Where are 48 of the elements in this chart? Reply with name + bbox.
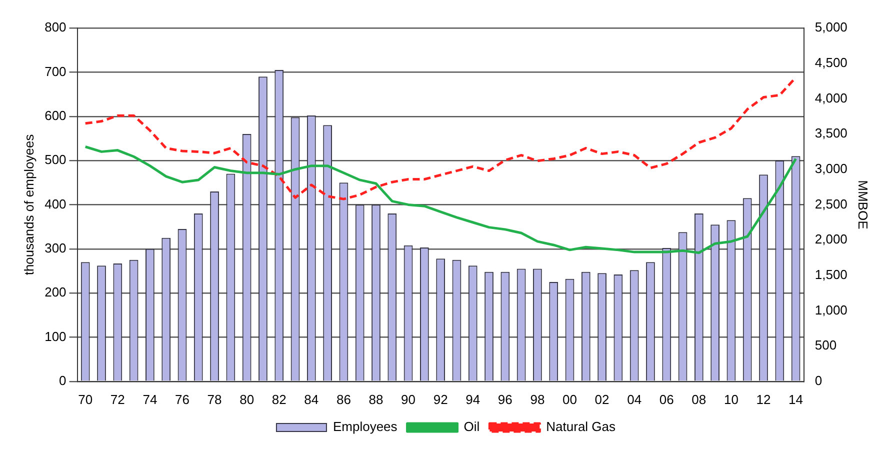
legend-label: Employees	[332, 419, 398, 434]
y2-tick-label: 1,000	[814, 302, 848, 318]
y2-tick-label: 2,500	[814, 196, 848, 212]
x-tick-label: 74	[142, 392, 158, 407]
y-tick-label: 400	[44, 196, 66, 212]
y-tick-label: 500	[44, 152, 66, 168]
x-tick-label: 96	[498, 392, 512, 407]
y-tick-label: 700	[44, 64, 66, 79]
y2-tick-label: 3,000	[814, 160, 848, 176]
y-tick-label: 0	[59, 372, 66, 388]
y2-tick-label: 500	[814, 338, 837, 353]
x-tick-label: 94	[466, 392, 480, 407]
x-tick-label: 72	[110, 392, 125, 407]
x-tick-label: 84	[304, 392, 319, 407]
x-tick-label: 08	[692, 392, 706, 407]
y-tick-label: 100	[44, 328, 66, 344]
y-axis-title: thousands of employees	[21, 134, 36, 276]
x-tick-label: 88	[368, 392, 384, 407]
y-tick-label: 300	[44, 240, 66, 256]
x-tick-label: 90	[401, 392, 416, 407]
x-tick-label: 10	[724, 392, 738, 407]
y2-tick-label: 0	[814, 372, 822, 388]
y2-tick-label: 1,500	[814, 266, 848, 282]
y2-tick-label: 4,500	[814, 54, 848, 70]
x-tick-label: 76	[175, 392, 190, 407]
x-tick-label: 92	[433, 392, 448, 407]
x-tick-label: 70	[78, 392, 93, 407]
x-tick-label: 98	[530, 392, 545, 407]
y2-axis-title: MMBOE	[856, 180, 871, 230]
y-tick-label: 600	[44, 108, 66, 123]
x-tick-label: 80	[240, 392, 254, 407]
x-tick-label: 02	[594, 392, 610, 407]
y2-tick-label: 5,000	[814, 20, 848, 35]
legend-label: Oil	[464, 419, 480, 434]
y-tick-label: 800	[44, 20, 66, 35]
legend-label: Natural Gas	[546, 419, 616, 434]
x-tick-label: 06	[659, 392, 674, 407]
x-tick-label: 86	[336, 392, 351, 407]
x-tick-label: 04	[627, 392, 642, 407]
x-tick-label: 00	[562, 392, 577, 407]
x-tick-label: 12	[756, 392, 771, 407]
x-tick-label: 78	[207, 392, 222, 407]
y2-tick-label: 3,500	[814, 126, 848, 141]
x-tick-label: 14	[788, 392, 804, 407]
x-tick-label: 82	[272, 392, 286, 407]
y-tick-label: 200	[44, 284, 66, 300]
y2-tick-label: 2,000	[814, 232, 848, 247]
y2-tick-label: 4,000	[814, 90, 848, 106]
